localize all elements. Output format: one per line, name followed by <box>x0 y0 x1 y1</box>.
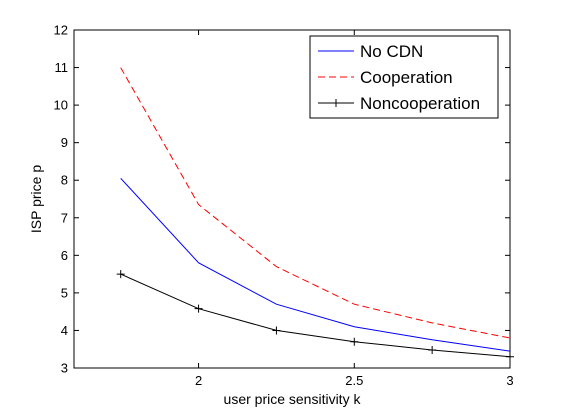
legend-label-cooperation: Cooperation <box>360 68 453 87</box>
x-axis-label: user price sensitivity k <box>224 391 362 407</box>
series-line-noncooperation <box>120 273 511 358</box>
legend-marker-noncooperation <box>332 99 340 107</box>
y-tick-label: 9 <box>61 135 68 150</box>
series-line-cooperation <box>120 67 511 339</box>
series-line-no-cdn <box>120 177 511 352</box>
axis-ticks: 2 2.5 3 3 4 5 6 7 8 9 10 11 12 <box>54 23 514 389</box>
y-tick-label: 11 <box>55 60 69 75</box>
series-lines <box>116 67 514 361</box>
legend-label-no-cdn: No CDN <box>360 42 423 61</box>
data-point-noncooperation <box>116 270 125 279</box>
y-tick-label: 7 <box>61 210 68 225</box>
y-tick-label: 3 <box>61 361 68 376</box>
data-point-noncooperation <box>506 352 514 361</box>
y-tick-label: 8 <box>61 173 68 188</box>
data-point-noncooperation <box>272 326 281 335</box>
y-tick-label: 10 <box>54 98 68 113</box>
y-tick-label: 12 <box>54 23 68 38</box>
y-tick-label: 5 <box>61 285 68 300</box>
y-tick-label: 4 <box>61 323 68 338</box>
y-tick-label: 6 <box>61 248 68 263</box>
y-axis-label: ISP price p <box>28 165 44 233</box>
legend-label-noncooperation: Noncooperation <box>360 94 480 113</box>
x-tick-label: 2.5 <box>345 373 363 388</box>
x-tick-label: 3 <box>506 373 513 388</box>
x-tick-label: 2 <box>195 373 202 388</box>
data-point-noncooperation <box>428 345 437 354</box>
legend: No CDN Cooperation Noncooperation <box>309 35 499 119</box>
data-point-noncooperation <box>194 304 203 313</box>
data-point-noncooperation <box>350 337 359 346</box>
